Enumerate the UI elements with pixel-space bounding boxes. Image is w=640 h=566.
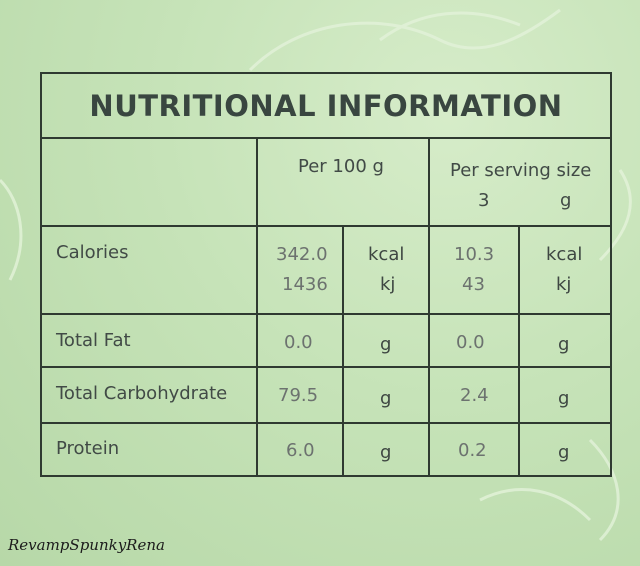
column-divider <box>342 227 344 475</box>
calories-kcal-unit-per100: kcal <box>368 244 405 265</box>
header-per-100g: Per 100 g <box>298 156 384 177</box>
calories-kj-serving: 43 <box>462 274 485 295</box>
carbs-serving: 2.4 <box>460 385 489 406</box>
title-row: NUTRITIONAL INFORMATION <box>42 74 610 139</box>
calories-kcal-serving: 10.3 <box>454 244 495 265</box>
watermark: RevampSpunkyRena <box>8 536 165 554</box>
row-divider <box>42 422 610 424</box>
calories-kcal-per100: 342.0 <box>276 244 328 265</box>
row-label-protein: Protein <box>56 438 120 459</box>
protein-unit-serving: g <box>558 442 570 463</box>
column-divider <box>256 139 258 475</box>
table-title: NUTRITIONAL INFORMATION <box>89 88 563 123</box>
fat-unit-serving: g <box>558 334 570 355</box>
row-label-total-fat: Total Fat <box>56 330 131 351</box>
row-label-calories: Calories <box>56 242 129 263</box>
nutrition-table: NUTRITIONAL INFORMATION Per 100 g Per se… <box>40 72 612 477</box>
column-divider <box>428 139 430 475</box>
carbs-unit-serving: g <box>558 388 570 409</box>
header-per-serving: Per serving size <box>450 160 592 181</box>
protein-per100: 6.0 <box>286 440 315 461</box>
calories-kj-unit-serving: kj <box>556 274 572 295</box>
protein-serving: 0.2 <box>458 440 487 461</box>
row-divider <box>42 313 610 315</box>
row-divider <box>42 225 610 227</box>
fat-unit-per100: g <box>380 334 392 355</box>
calories-kj-per100: 1436 <box>282 274 328 295</box>
header-serving-qty: 3 <box>478 190 490 211</box>
row-label-total-carbohydrate: Total Carbohydrate <box>56 383 228 404</box>
carbs-per100: 79.5 <box>278 385 319 406</box>
protein-unit-per100: g <box>380 442 392 463</box>
column-divider <box>518 227 520 475</box>
table-grid: Per 100 g Per serving size 3 g Calories … <box>42 139 610 475</box>
fat-per100: 0.0 <box>284 332 313 353</box>
calories-kcal-unit-serving: kcal <box>546 244 583 265</box>
header-serving-unit: g <box>560 190 572 211</box>
row-divider <box>42 366 610 368</box>
calories-kj-unit-per100: kj <box>380 274 396 295</box>
carbs-unit-per100: g <box>380 388 392 409</box>
fat-serving: 0.0 <box>456 332 485 353</box>
